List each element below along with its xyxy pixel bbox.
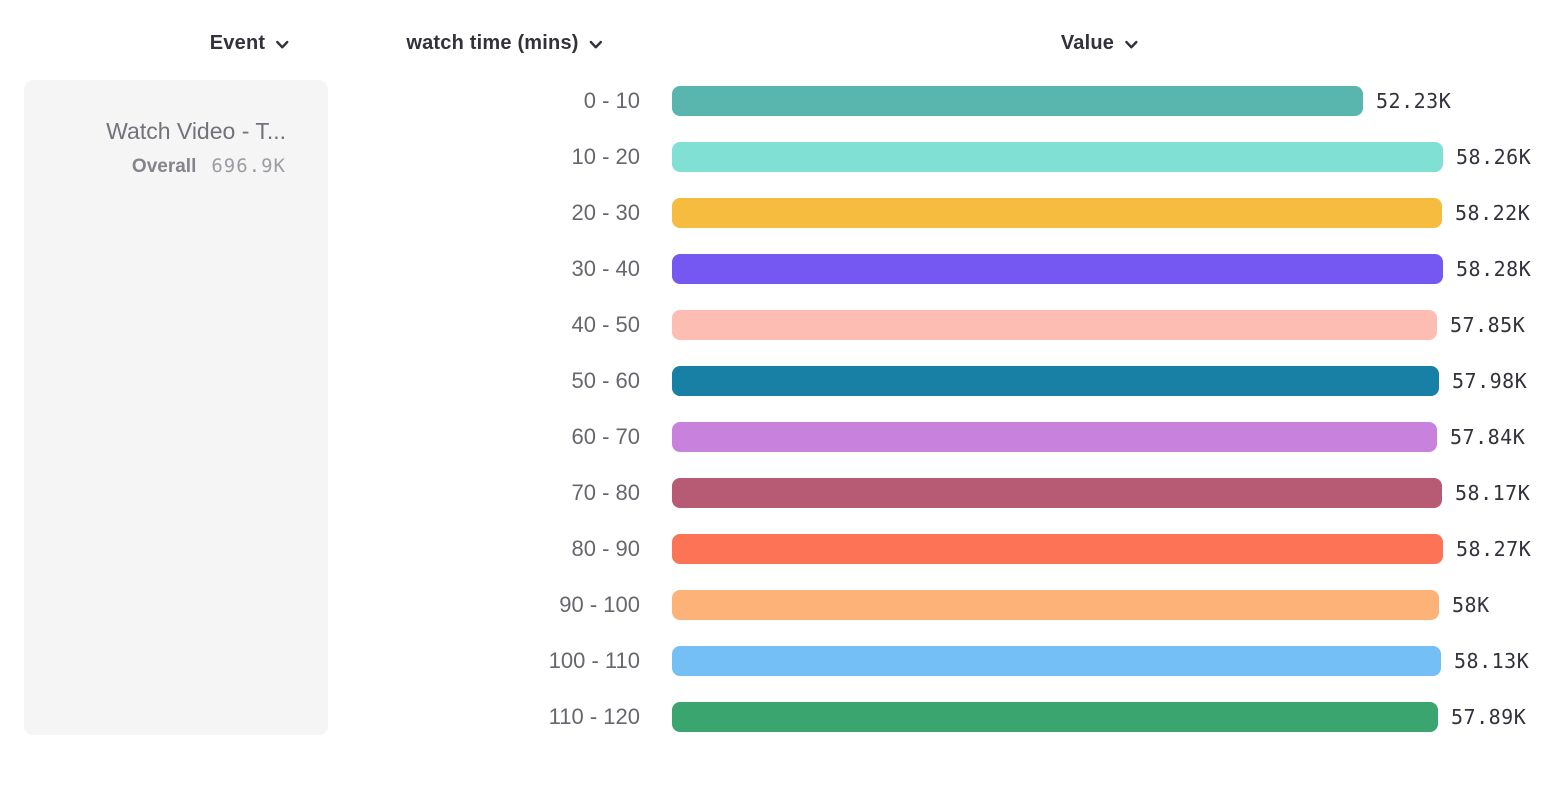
bar-category-label: 50 - 60 (571, 368, 641, 393)
chart-row: 40 - 50 57.85K (0, 310, 1568, 340)
chart-row: 0 - 10 52.23K (0, 86, 1568, 116)
bar-category-label: 40 - 50 (571, 312, 641, 337)
bar[interactable] (672, 366, 1439, 396)
bar[interactable] (672, 142, 1443, 172)
chevron-down-icon (1125, 40, 1138, 49)
bar[interactable] (672, 254, 1443, 284)
bar-value-label: 57.89K (1451, 705, 1527, 729)
bar[interactable] (672, 702, 1438, 732)
bar-category-label: 110 - 120 (548, 704, 640, 729)
event-card[interactable]: Watch Video - T... Overall 696.9K (24, 80, 328, 735)
bar-value-label: 58.27K (1456, 537, 1532, 561)
bar[interactable] (672, 422, 1437, 452)
value-column-header[interactable]: Value (1061, 29, 1139, 57)
event-overall-row: Overall 696.9K (44, 153, 286, 180)
bar-value-label: 58.13K (1454, 649, 1530, 673)
bar-category-label: 100 - 110 (548, 648, 640, 673)
bar-value-label: 52.23K (1376, 89, 1452, 113)
overall-label: Overall (131, 156, 197, 177)
overall-value: 696.9K (211, 155, 286, 177)
event-column-header[interactable]: Event (210, 29, 290, 57)
bar-value-label: 58.22K (1455, 201, 1531, 225)
bar-category-label: 10 - 20 (571, 144, 641, 169)
bar-value-label: 57.98K (1452, 369, 1528, 393)
bar-category-label: 30 - 40 (571, 256, 641, 281)
bar-value-label: 58.28K (1456, 257, 1532, 281)
chart-row: 50 - 60 57.98K (0, 366, 1568, 396)
bar[interactable] (672, 590, 1439, 620)
bar[interactable] (672, 646, 1441, 676)
chart-row: 110 - 120 57.89K (0, 702, 1568, 732)
breakdown-column-header[interactable]: watch time (mins) (406, 29, 603, 57)
bar-chart: 0 - 10 52.23K 10 - 20 58.26K 20 - 30 58.… (0, 86, 1568, 746)
bar-category-label: 60 - 70 (571, 424, 641, 449)
chart-row: 80 - 90 58.27K (0, 534, 1568, 564)
chevron-down-icon (589, 40, 603, 49)
bar-category-label: 80 - 90 (571, 536, 641, 561)
bar-category-label: 70 - 80 (571, 480, 641, 505)
bar[interactable] (672, 86, 1363, 116)
chart-row: 70 - 80 58.17K (0, 478, 1568, 508)
bar-value-label: 57.85K (1450, 313, 1526, 337)
bar-value-label: 58.17K (1455, 481, 1531, 505)
bar[interactable] (672, 478, 1442, 508)
chart-row: 30 - 40 58.28K (0, 254, 1568, 284)
breakdown-column-label: watch time (mins) (406, 31, 579, 54)
bar-category-label: 0 - 10 (583, 88, 640, 113)
bar-value-label: 58.26K (1456, 145, 1532, 169)
bar-category-label: 90 - 100 (559, 592, 640, 617)
bar-value-label: 57.84K (1450, 425, 1526, 449)
chart-row: 10 - 20 58.26K (0, 142, 1568, 172)
event-title: Watch Video - T... (106, 118, 286, 144)
bar[interactable] (672, 310, 1437, 340)
bar[interactable] (672, 534, 1443, 564)
event-column-label: Event (209, 31, 266, 54)
chart-row: 100 - 110 58.13K (0, 646, 1568, 676)
value-column-label: Value (1060, 31, 1115, 54)
bar-value-label: 58K (1452, 593, 1490, 617)
bar[interactable] (672, 198, 1442, 228)
chart-row: 60 - 70 57.84K (0, 422, 1568, 452)
chart-row: 20 - 30 58.22K (0, 198, 1568, 228)
chevron-down-icon (276, 40, 289, 49)
bar-category-label: 20 - 30 (571, 200, 641, 225)
chart-row: 90 - 100 58K (0, 590, 1568, 620)
